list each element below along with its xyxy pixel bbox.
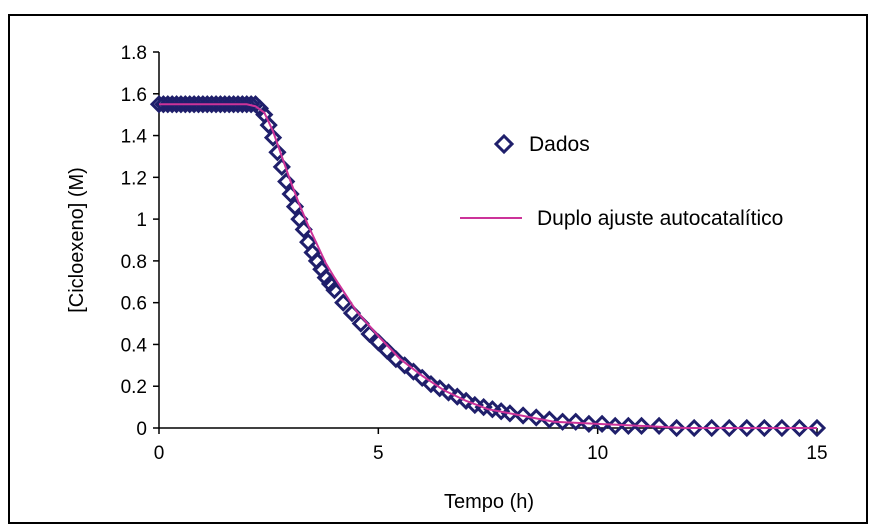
- data-point: [268, 143, 287, 162]
- data-point: [430, 379, 449, 398]
- data-point: [421, 375, 441, 394]
- data-point: [263, 128, 283, 147]
- data-point: [513, 406, 533, 425]
- data-point: [272, 157, 291, 177]
- data-point: [334, 293, 353, 312]
- data-point: [351, 314, 370, 333]
- y-tick-label: 1: [136, 210, 147, 231]
- data-point: [772, 418, 792, 438]
- legend-label-ajuste: Duplo ajuste autocatalítico: [537, 207, 783, 230]
- x-tick-label: 10: [587, 443, 608, 464]
- data-point: [566, 412, 585, 431]
- data-point: [553, 412, 572, 431]
- y-ticks: 0 0.2 0.4 0.6 0.8 1 1.2 1.4 1.6 1.8: [121, 43, 159, 440]
- chart-frame: [8, 14, 868, 524]
- data-point: [527, 408, 546, 427]
- x-tick-label: 15: [806, 443, 827, 464]
- y-tick-label: 1.2: [121, 168, 147, 189]
- y-tick-label: 0: [136, 419, 147, 440]
- data-point: [790, 418, 809, 438]
- legend-diamond-icon: [493, 133, 515, 155]
- y-tick-label: 0.8: [121, 252, 147, 273]
- data-point: [619, 416, 638, 436]
- data-point: [755, 418, 774, 438]
- data-point: [649, 416, 669, 436]
- legend-marker-dados: [493, 133, 515, 155]
- data-point: [277, 172, 296, 191]
- x-axis-title: Tempo (h): [444, 491, 534, 513]
- y-tick-label: 0.2: [121, 377, 147, 398]
- data-point: [241, 95, 261, 114]
- series-dados: [149, 95, 827, 438]
- legend-label-dados: Dados: [529, 133, 590, 156]
- data-point: [720, 418, 739, 438]
- data-point: [404, 362, 423, 381]
- data-point: [592, 414, 612, 433]
- y-axis-title: [Cicloexeno] (M): [66, 167, 88, 313]
- data-point: [667, 418, 686, 438]
- data-point: [807, 418, 827, 438]
- data-point: [685, 418, 704, 438]
- data-point: [540, 410, 559, 429]
- plot-area: 0 0.2 0.4 0.6 0.8 1 1.2 1.4 1.6 1.8 0 5 10 15: [121, 43, 828, 464]
- legend: Dados Duplo ajuste autocatalítico: [460, 133, 783, 230]
- y-tick-label: 0.6: [121, 294, 147, 315]
- data-point: [632, 416, 651, 436]
- x-ticks: 0 5 10 15: [154, 428, 828, 464]
- y-tick-label: 1.4: [121, 127, 148, 148]
- data-point: [579, 414, 599, 433]
- x-tick-label: 0: [154, 443, 165, 464]
- data-point: [737, 418, 756, 438]
- data-point: [259, 115, 278, 135]
- data-point: [500, 404, 520, 423]
- y-tick-label: 1.8: [121, 43, 147, 64]
- y-tick-label: 0.4: [121, 335, 148, 356]
- y-tick-label: 1.6: [121, 85, 147, 106]
- fit-line: [159, 103, 817, 429]
- data-point: [395, 356, 414, 375]
- data-point: [386, 349, 406, 369]
- data-point: [325, 281, 344, 300]
- data-point: [702, 418, 721, 438]
- x-tick-label: 5: [373, 443, 384, 464]
- series-ajuste: [159, 103, 817, 429]
- data-point: [377, 341, 397, 360]
- data-point: [413, 368, 432, 387]
